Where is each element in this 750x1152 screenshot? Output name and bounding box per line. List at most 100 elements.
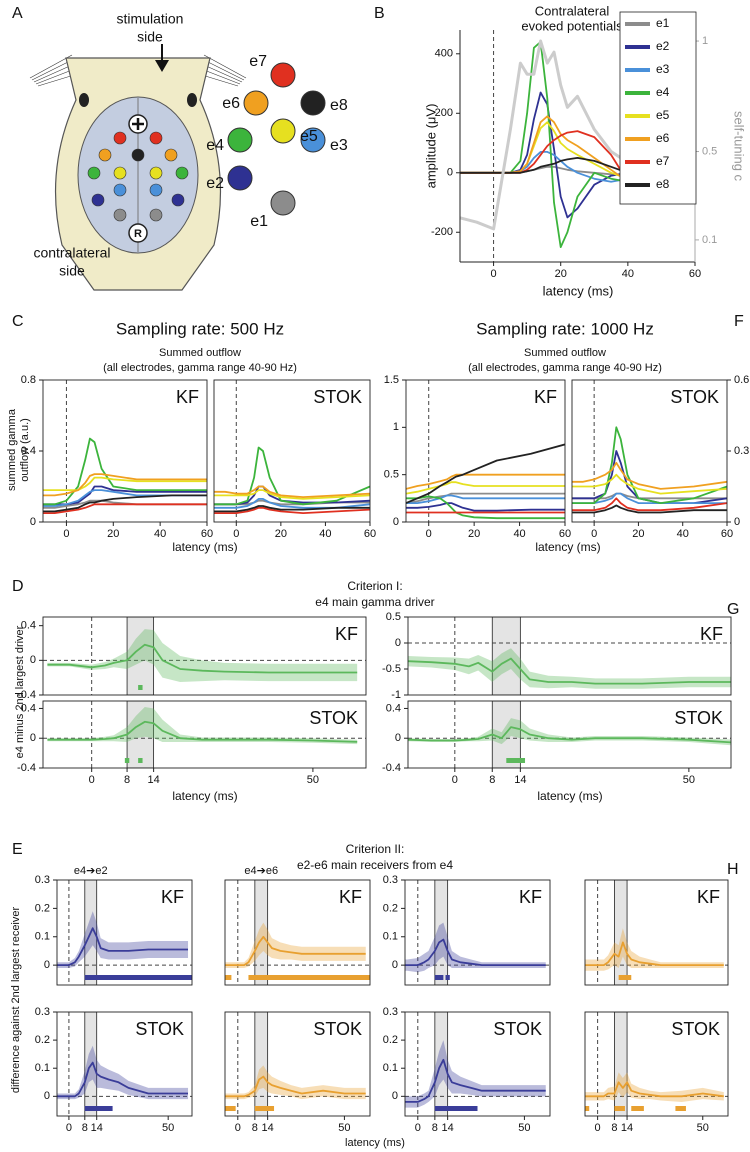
panel-title: STOK bbox=[674, 708, 723, 728]
y-tick-label: -0.4 bbox=[17, 689, 36, 701]
plot-area bbox=[405, 880, 550, 985]
x-tick-label: 50 bbox=[162, 1122, 174, 1134]
data-line bbox=[572, 461, 727, 490]
y2-tick-label: 1 bbox=[702, 35, 708, 47]
y-tick-label: 0.2 bbox=[383, 902, 398, 914]
annotation: side bbox=[59, 263, 85, 279]
section-title: e2-e6 main receivers from e4 bbox=[297, 858, 453, 872]
plot-area bbox=[572, 380, 727, 522]
plot-frame bbox=[584, 879, 729, 986]
eye bbox=[187, 93, 197, 107]
error-band bbox=[408, 648, 731, 689]
chart-title: evoked potentials bbox=[521, 18, 623, 33]
significance-bar bbox=[434, 1106, 478, 1111]
data-line bbox=[214, 489, 370, 500]
y-tick-label: 0 bbox=[392, 1090, 398, 1102]
skull-electrode bbox=[113, 183, 127, 197]
y-tick-label: 0 bbox=[734, 516, 740, 528]
x-tick-label: 20 bbox=[275, 528, 287, 540]
skull-electrode bbox=[175, 166, 189, 180]
x-axis-label: latency (ms) bbox=[172, 540, 237, 554]
x-axis-label: latency (ms) bbox=[537, 789, 602, 803]
legend-label: e3 bbox=[656, 62, 670, 76]
electrode-label: e6 bbox=[222, 95, 240, 112]
section-title: Criterion I: bbox=[347, 579, 402, 593]
error-band bbox=[57, 1045, 189, 1100]
x-tick-label: 0 bbox=[415, 1122, 421, 1134]
y-tick-label: 0.3 bbox=[35, 874, 50, 886]
data-line bbox=[406, 473, 565, 490]
skull-electrode bbox=[87, 166, 101, 180]
plot-area bbox=[43, 380, 207, 522]
x-tick-label: 14 bbox=[91, 1122, 103, 1134]
y-axis-label: difference against 2nd largest receiver bbox=[10, 907, 22, 1094]
section-subtitle: (all electrodes, gamma range 40-90 Hz) bbox=[468, 362, 662, 374]
y-tick-label: 0.5 bbox=[384, 469, 399, 481]
data-line bbox=[406, 443, 565, 504]
y-tick-label: -0.5 bbox=[382, 663, 401, 675]
data-line bbox=[406, 492, 565, 504]
legend-label: e1 bbox=[656, 16, 670, 30]
y2-tick-label: 0.1 bbox=[702, 234, 717, 246]
x-tick-label: 40 bbox=[319, 528, 331, 540]
annotation: stimulation bbox=[117, 11, 184, 27]
y-tick-label: -0.4 bbox=[382, 762, 401, 774]
highlight-window bbox=[126, 701, 155, 768]
data-line bbox=[405, 938, 546, 966]
electrode bbox=[300, 90, 326, 116]
plot-area bbox=[408, 701, 731, 768]
panel-letter: E bbox=[12, 841, 23, 858]
plot-area bbox=[43, 701, 366, 768]
x-tick-label: 60 bbox=[559, 528, 571, 540]
skull-electrode bbox=[149, 131, 163, 145]
plot-frame bbox=[213, 379, 371, 523]
panel-title: KF bbox=[534, 387, 557, 407]
panel-title: KF bbox=[176, 387, 199, 407]
y-axis-label: e4 minus 2nd largest driver bbox=[14, 625, 26, 758]
skull-electrode bbox=[131, 148, 145, 162]
y-tick-label: 0.3 bbox=[35, 1006, 50, 1018]
x-tick-label: 60 bbox=[689, 268, 701, 280]
electrode bbox=[300, 127, 326, 153]
x-tick-label: 0 bbox=[591, 528, 597, 540]
plot-frame bbox=[224, 879, 371, 986]
x-axis-label: latency (ms) bbox=[543, 283, 614, 298]
plot-frame bbox=[224, 1011, 371, 1117]
plot-area bbox=[406, 380, 565, 522]
x-tick-label: 8 bbox=[82, 1122, 88, 1134]
data-line bbox=[47, 720, 358, 743]
section-title: Sampling rate: 1000 Hz bbox=[476, 319, 654, 338]
significance-bar bbox=[614, 1106, 625, 1111]
x-axis-label: latency (ms) bbox=[172, 789, 237, 803]
data-line bbox=[225, 935, 366, 966]
plot-frame bbox=[405, 379, 566, 523]
significance-bar bbox=[138, 758, 143, 763]
x-tick-label: 50 bbox=[518, 1122, 530, 1134]
plot-area bbox=[225, 1012, 370, 1116]
skull-electrode bbox=[164, 148, 178, 162]
panel-letter: C bbox=[12, 313, 24, 330]
panel-title: STOK bbox=[313, 1019, 362, 1039]
panel-letter: D bbox=[12, 578, 24, 595]
significance-bar bbox=[434, 975, 444, 980]
highlight-window bbox=[491, 617, 521, 695]
data-line bbox=[57, 927, 188, 966]
y-tick-label: 0.6 bbox=[734, 374, 749, 386]
reference-site bbox=[128, 223, 148, 243]
data-line bbox=[214, 506, 370, 514]
section-title: e4 main gamma driver bbox=[315, 595, 434, 609]
plot-frame bbox=[404, 879, 551, 986]
electrode bbox=[227, 165, 253, 191]
x-tick-label: 40 bbox=[677, 528, 689, 540]
y-tick-label: 0 bbox=[395, 732, 401, 744]
panel-title: KF bbox=[519, 887, 542, 907]
x-tick-label: 14 bbox=[442, 1122, 454, 1134]
y-tick-label: 200 bbox=[435, 107, 453, 119]
y-tick-label: 0 bbox=[392, 959, 398, 971]
skull-electrode bbox=[149, 166, 163, 180]
x-tick-label: 14 bbox=[147, 774, 159, 786]
skull-electrode bbox=[113, 131, 127, 145]
annotation: e4➔e2 bbox=[74, 865, 108, 877]
y-axis-label: amplitude (μV) bbox=[423, 104, 438, 189]
